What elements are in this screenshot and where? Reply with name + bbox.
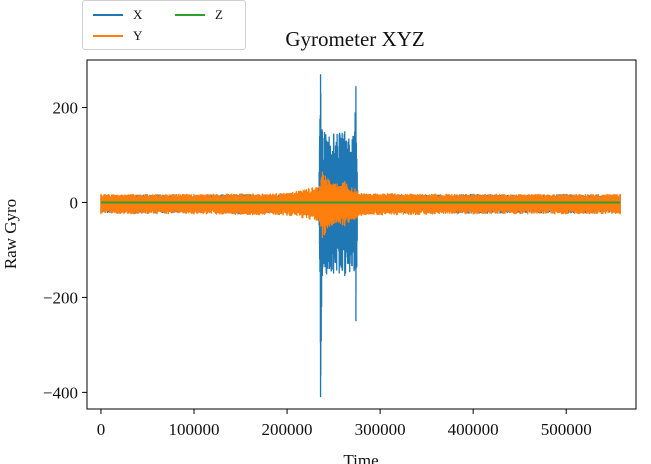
x-tick-label: 500000 [541,420,592,439]
ticks-layer: 0 100000 200000 300000 400000 500000 200 0 −200 −… [43,98,592,439]
legend-swatch-x [93,14,123,16]
legend-label-x: X [133,7,143,22]
legend-item-z: Z [175,7,223,23]
x-tick-label: 400000 [448,420,499,439]
series-x [100,74,621,398]
x-tick-label: 300000 [355,420,406,439]
plot-area [86,59,637,410]
y-tick-label: −200 [43,288,78,307]
x-tick-label: 0 [97,420,106,439]
x-tick-label: 200000 [262,420,313,439]
x-tick-label: 100000 [169,420,220,439]
y-axis-label: Raw Gyro [1,199,20,269]
chart-title: Gyrometer XYZ [285,27,425,51]
y-tick-label: 200 [53,98,79,117]
legend-swatch-z [175,14,205,16]
legend: X Y Z [82,0,246,50]
y-tick-label: 0 [70,193,79,212]
series-x-band [100,74,621,398]
x-axis-label: Time [343,451,378,464]
legend-item-x: X [93,7,142,23]
y-tick-label: −400 [43,383,78,402]
legend-label-z: Z [215,7,223,22]
legend-item-y: Y [93,28,142,44]
legend-label-y: Y [133,28,143,43]
legend-swatch-y [93,35,123,37]
series-layer [100,74,621,398]
series-y [100,171,621,239]
series-y-band [100,171,621,239]
